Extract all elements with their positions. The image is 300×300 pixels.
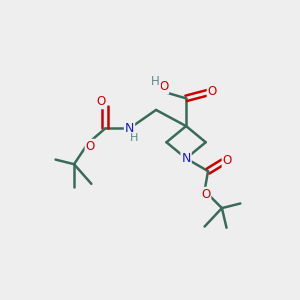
Text: N: N <box>182 152 191 165</box>
Text: O: O <box>96 95 105 108</box>
Text: O: O <box>223 154 232 167</box>
Text: O: O <box>201 188 210 201</box>
Text: O: O <box>85 140 95 153</box>
Text: N: N <box>125 122 134 135</box>
Text: O: O <box>208 85 217 98</box>
Text: H: H <box>130 133 138 143</box>
Text: H: H <box>151 75 160 88</box>
Text: O: O <box>159 80 168 93</box>
